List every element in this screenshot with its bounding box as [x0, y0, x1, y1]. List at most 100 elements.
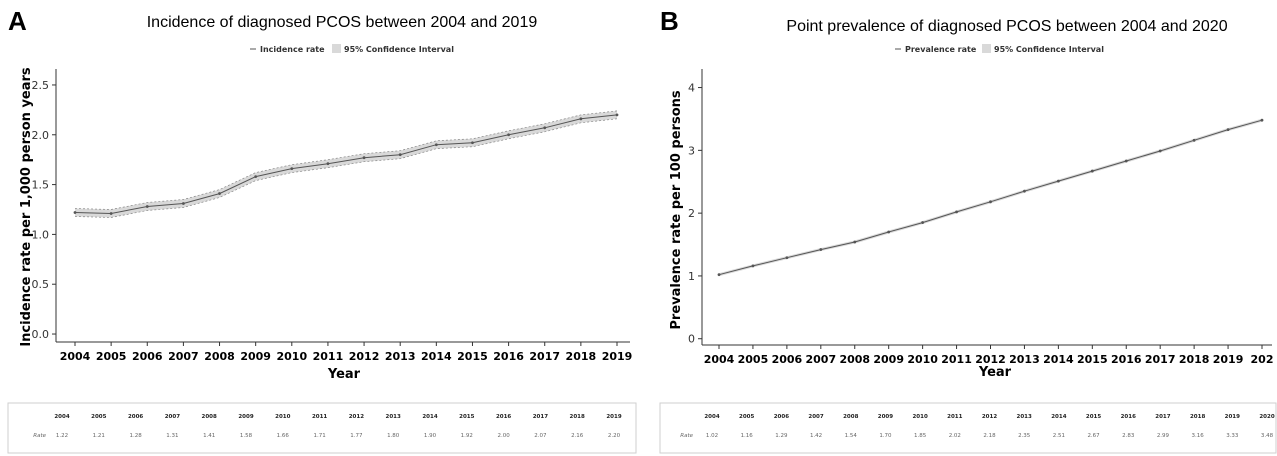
data-table: Rate 2004 1.22 2005 1.21 2006 1.28 2007 1.31 2008…	[7, 402, 637, 454]
table-value-cell: 2.35	[1018, 433, 1031, 439]
table-header-cell: 2009	[238, 414, 253, 420]
panel-label: B	[660, 6, 679, 36]
table-border	[659, 402, 1277, 454]
panel-a: A Incidence of diagnosed PCOS between 20…	[0, 0, 638, 456]
legend-ci-swatch	[982, 44, 991, 53]
y-tick-label: 3	[688, 144, 695, 157]
plot-area: 0.0 0.5 1.0 1.5 2.0 2.5 2004 2005 2006 2007 2008 20…	[32, 69, 632, 363]
table-value-cell: 1.42	[810, 433, 822, 439]
data-point	[1056, 179, 1060, 183]
x-tick-label: 2004	[60, 350, 91, 363]
x-tick-label: 2017	[1145, 353, 1176, 366]
data-point	[1090, 169, 1094, 173]
y-tick-label: 0.5	[32, 278, 50, 291]
x-tick-label: 2015	[1077, 353, 1108, 366]
table-value-cell: 1.41	[203, 433, 215, 439]
table-value-cell: 2.99	[1157, 433, 1170, 439]
x-tick-label: 2004	[704, 353, 735, 366]
table-header-cell: 2012	[982, 414, 997, 420]
table-header-cell: 2013	[386, 414, 401, 420]
table-header-cell: 2016	[496, 414, 511, 420]
table-row-label: Rate	[33, 433, 46, 439]
x-tick-label: 2012	[975, 353, 1006, 366]
x-tick-label: 2012	[349, 350, 380, 363]
table-value-cell: 2.16	[571, 433, 584, 439]
data-point	[109, 212, 113, 215]
y-tick-label: 2	[688, 207, 695, 220]
data-point	[1023, 189, 1026, 193]
x-tick-label: 2011	[313, 350, 344, 363]
data-point	[853, 240, 857, 244]
x-tick-label: 2015	[457, 350, 488, 363]
table-value-cell: 1.54	[845, 433, 858, 439]
legend-entry-rate: Incidence rate	[260, 45, 325, 54]
x-tick-label: 2010	[276, 350, 307, 363]
data-point	[507, 133, 510, 137]
table-header-cell: 2016	[1121, 414, 1136, 420]
x-tick-label: 2014	[421, 350, 452, 363]
table-header-cell: 2005	[91, 414, 106, 420]
data-point	[1226, 128, 1230, 132]
table-header-cell: 2006	[774, 414, 789, 420]
table-border	[7, 402, 637, 454]
table-value-cell: 1.29	[775, 433, 788, 439]
y-tick-label: 1.0	[32, 228, 50, 241]
data-point	[1158, 149, 1162, 153]
table-row-label: Rate	[680, 433, 693, 439]
y-tick-label: 2.5	[32, 79, 50, 92]
data-point	[989, 200, 992, 204]
table-header-cell: 2009	[878, 414, 893, 420]
table-value-cell: 1.85	[914, 433, 927, 439]
table-value-cell: 2.67	[1087, 433, 1100, 439]
data-point	[1124, 159, 1128, 163]
table-value-cell: 1.31	[166, 433, 178, 439]
table-header-cell: 2011	[312, 414, 327, 420]
x-tick-label: 2010	[907, 353, 938, 366]
ci-band	[718, 118, 1263, 277]
table-value-cell: 2.51	[1053, 433, 1065, 439]
data-point	[543, 126, 547, 130]
x-tick-label: 2007	[168, 350, 199, 363]
data-point	[1260, 118, 1264, 122]
table-header-cell: 2010	[912, 414, 927, 420]
table-value-cell: 1.28	[129, 433, 142, 439]
table-header-cell: 2008	[843, 414, 858, 420]
data-point	[326, 162, 330, 166]
chart-title: Point prevalence of diagnosed PCOS betwe…	[786, 18, 1227, 35]
table-header-cell: 2008	[202, 414, 217, 420]
x-tick-label: 2005	[96, 350, 127, 363]
data-point	[751, 264, 755, 268]
table-value-cell: 1.90	[424, 433, 437, 439]
data-point	[145, 205, 149, 208]
x-tick-label: 2006	[132, 350, 163, 363]
x-tick-label: 2008	[204, 350, 235, 363]
y-tick-label: 4	[688, 82, 695, 95]
table-header-cell: 2011	[947, 414, 962, 420]
y-axis-label: Incidence rate per 1,000 person years	[19, 67, 34, 347]
x-tick-label: 2013	[1009, 353, 1040, 366]
y-tick-label: 1.5	[32, 179, 50, 192]
x-tick-label: 2017	[529, 350, 560, 363]
x-tick-label: 2018	[1179, 353, 1210, 366]
prevalence-chart: B Point prevalence of diagnosed PCOS bet…	[659, 6, 1277, 454]
series-line	[74, 114, 618, 215]
table-value-cell: 1.71	[313, 433, 325, 439]
data-point	[398, 153, 402, 157]
table-value-cell: 1.58	[240, 433, 253, 439]
table-value-cell: 3.48	[1261, 433, 1274, 439]
data-point	[434, 143, 438, 147]
legend: Incidence rate 95% Confidence Interval	[250, 44, 454, 54]
legend-ci-swatch	[332, 44, 341, 53]
y-tick-label: 0.0	[32, 328, 50, 341]
table-value-cell: 3.16	[1192, 433, 1205, 439]
table-value-cell: 1.80	[387, 433, 400, 439]
table-value-cell: 1.22	[56, 433, 68, 439]
data-point	[1192, 138, 1196, 142]
table-header-cell: 2014	[1051, 414, 1066, 420]
table-value-cell: 2.00	[497, 433, 510, 439]
x-tick-label: 202	[1251, 353, 1274, 366]
table-value-cell: 1.66	[277, 433, 290, 439]
x-tick-label: 2013	[385, 350, 416, 363]
data-point	[955, 210, 958, 214]
table-value-cell: 1.16	[741, 433, 754, 439]
